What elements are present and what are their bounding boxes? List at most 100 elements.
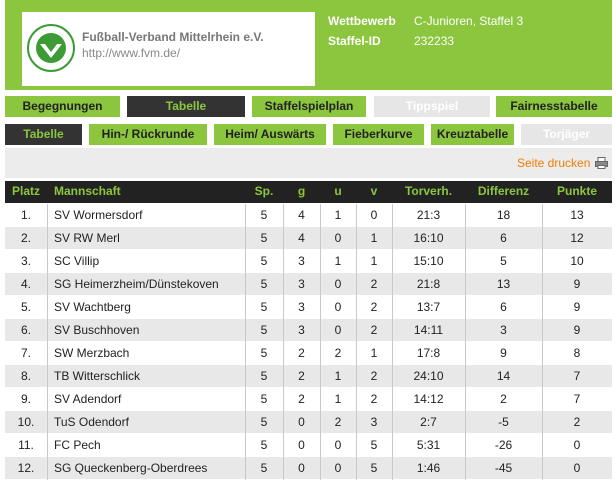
cell-border	[356, 434, 357, 457]
table-cell: 0	[298, 461, 305, 475]
table-cell: SV Wachtberg	[54, 300, 131, 314]
table-cell: 3	[298, 300, 305, 314]
table-cell: 5	[370, 461, 378, 475]
table-cell: 5	[500, 254, 507, 268]
info-label: Wettbewerb	[328, 14, 396, 28]
table-row	[5, 250, 612, 273]
table-row	[5, 204, 612, 227]
cell-border	[283, 388, 284, 411]
nav-tab[interactable]: Tippspiel	[374, 96, 490, 117]
printer-icon	[595, 157, 608, 169]
table-cell: 5	[260, 369, 268, 383]
cell-border	[392, 388, 393, 411]
cell-border	[320, 457, 321, 480]
cell-border	[392, 457, 393, 480]
sub-tab[interactable]: Hin-/ Rückrunde	[89, 124, 207, 145]
cell-border	[320, 273, 321, 296]
table-cell: -5	[498, 415, 509, 429]
cell-border	[320, 227, 321, 250]
table-cell: 6	[500, 231, 507, 245]
table-cell: 9	[573, 277, 581, 291]
table-cell: 14	[496, 369, 511, 383]
cell-border	[465, 273, 466, 296]
sub-tab[interactable]: Kreuztabelle	[431, 124, 514, 145]
sub-tab[interactable]: Heim/ Auswärts	[214, 124, 326, 145]
table-cell: TuS Odendorf	[54, 415, 129, 429]
table-row	[5, 342, 612, 365]
toolbar	[5, 148, 612, 178]
cell-border	[392, 342, 393, 365]
table-cell: TB Witterschlick	[54, 369, 141, 383]
table-cell: 10.	[17, 415, 35, 429]
table-cell: 3	[298, 323, 305, 337]
table-header-row	[5, 181, 612, 203]
table-cell: 4	[298, 231, 305, 245]
table-cell: 0	[334, 231, 342, 245]
table-cell: 0	[298, 438, 305, 452]
table-row	[5, 411, 612, 434]
sub-tab[interactable]: Torjäger	[521, 124, 612, 145]
table-cell: 5.	[20, 300, 31, 314]
nav-tab[interactable]: Fairnesstabelle	[496, 96, 612, 117]
table-cell: 5	[260, 392, 268, 406]
column-header: Platz	[11, 184, 40, 198]
cell-border	[283, 319, 284, 342]
org-url[interactable]: http://www.fvm.de/	[82, 46, 181, 60]
column-header: Sp.	[254, 184, 274, 198]
sub-tab[interactable]: Fieberkurve	[333, 124, 424, 145]
table-cell: 1	[370, 231, 378, 245]
table-cell: 18	[496, 208, 511, 222]
table-cell: 6.	[20, 323, 31, 337]
cell-border	[392, 411, 393, 434]
table-cell: 5:31	[416, 438, 441, 452]
table-cell: 1	[370, 346, 378, 360]
cell-border	[542, 365, 543, 388]
table-cell: 2	[298, 392, 305, 406]
table-row	[5, 319, 612, 342]
table-cell: 3	[298, 277, 305, 291]
table-cell: 5	[260, 415, 268, 429]
nav-tab[interactable]: Tabelle	[127, 96, 245, 117]
table-cell: 11.	[18, 438, 34, 452]
nav-tab[interactable]: Staffelspielplan	[252, 96, 366, 117]
table-cell: 1	[370, 254, 378, 268]
cell-border	[356, 342, 357, 365]
standings-table: Platz Mannschaft Sp. g u v Torverh. Differenz Pu…	[5, 181, 612, 480]
column-header: u	[334, 184, 342, 198]
sub-tab[interactable]: Tabelle	[5, 124, 82, 145]
table-cell: 5	[260, 346, 268, 360]
table-cell: 9	[573, 300, 581, 314]
table-cell: 14:12	[413, 392, 444, 406]
table-cell: 4.	[20, 277, 31, 291]
nav-tab[interactable]: Begegnungen	[5, 96, 120, 117]
cell-border	[542, 319, 543, 342]
cell-border	[465, 365, 466, 388]
cell-border	[392, 204, 393, 227]
table-cell: SV Buschhoven	[54, 323, 140, 337]
table-cell: 0	[370, 208, 378, 222]
cell-border	[47, 388, 48, 411]
cell-border	[542, 250, 543, 273]
column-header: Differenz	[477, 184, 530, 198]
cell-border	[47, 457, 48, 480]
cell-border	[47, 342, 48, 365]
table-row	[5, 296, 612, 319]
table-row	[5, 457, 612, 480]
cell-border	[356, 204, 357, 227]
table-cell: 1	[334, 392, 342, 406]
print-link[interactable]: Seite drucken	[517, 156, 591, 170]
cell-border	[542, 273, 543, 296]
table-row	[5, 434, 612, 457]
table-cell: SW Merzbach	[54, 346, 130, 360]
cell-border	[47, 204, 48, 227]
table-cell: 5	[260, 323, 268, 337]
org-title: Fußball-Verband Mittelrhein e.V.	[82, 30, 264, 44]
cell-border	[542, 296, 543, 319]
table-cell: 1	[334, 254, 342, 268]
table-cell: 2	[298, 346, 305, 360]
table-cell: 13:7	[416, 300, 441, 314]
table-cell: 3	[298, 254, 305, 268]
table-cell: -26	[494, 438, 513, 452]
cell-border	[47, 296, 48, 319]
table-row	[5, 227, 612, 250]
